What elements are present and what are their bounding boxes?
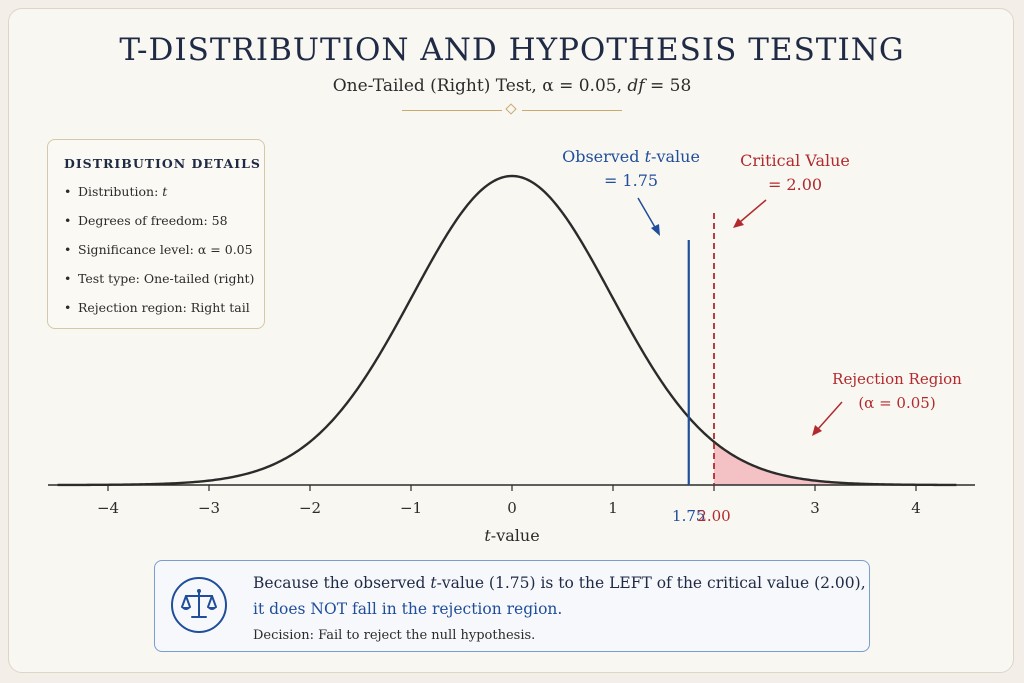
decision-line-2: it does NOT fall in the rejection region… xyxy=(253,600,563,618)
observed-tick-label: 1.75 xyxy=(672,507,705,525)
subtitle-alpha: α = 0.05, xyxy=(542,76,628,96)
critical-arrow-head-icon xyxy=(733,218,744,228)
x-axis-label: t-value xyxy=(484,526,539,545)
details-item-rejection: • Rejection region: Right tail xyxy=(64,293,264,322)
decision-line-1: Because the observed t-value (1.75) is t… xyxy=(253,574,866,592)
bullet-icon: • xyxy=(64,213,72,228)
subtitle-df-value: = 58 xyxy=(644,76,692,96)
critical-label-line2: = 2.00 xyxy=(768,175,822,194)
x-tick-label: −4 xyxy=(97,499,119,517)
observed-label-line1: Observed t-value xyxy=(562,147,700,166)
scales-glyph xyxy=(181,589,217,618)
details-item-distribution: • Distribution: t xyxy=(64,177,264,206)
decision-box: Because the observed t-value (1.75) is t… xyxy=(154,560,870,652)
rejection-label-line2: (α = 0.05) xyxy=(858,394,935,412)
rejection-arrow-head-icon xyxy=(812,425,822,436)
critical-arrow-shaft xyxy=(739,199,767,223)
rejection-arrow-shaft xyxy=(817,401,843,430)
page-title: T-DISTRIBUTION AND HYPOTHESIS TESTING xyxy=(119,32,905,68)
observed-label-line2: = 1.75 xyxy=(604,171,658,190)
observed-arrow-head-icon xyxy=(651,224,660,236)
x-tick-label: 4 xyxy=(911,499,921,517)
x-tick-label: −1 xyxy=(400,499,422,517)
details-item-alpha: • Significance level: α = 0.05 xyxy=(64,235,264,264)
distribution-details-panel: DISTRIBUTION DETAILS • Distribution: t • D… xyxy=(47,139,265,329)
subtitle-test-type: One-Tailed (Right) Test, xyxy=(332,76,543,96)
critical-label-line1: Critical Value xyxy=(740,151,850,170)
bullet-icon: • xyxy=(64,300,72,315)
bullet-icon: • xyxy=(64,242,72,257)
decision-line-3: Decision: Fail to reject the null hypoth… xyxy=(253,628,536,643)
x-tick-label: 3 xyxy=(810,499,820,517)
x-tick-label: 1 xyxy=(608,499,618,517)
scales-of-justice-icon xyxy=(171,577,227,633)
observed-arrow-shaft xyxy=(637,197,657,230)
details-list: • Distribution: t • Degrees of freedom: 58… xyxy=(64,177,264,322)
details-heading: DISTRIBUTION DETAILS xyxy=(64,156,261,171)
bullet-icon: • xyxy=(64,271,72,286)
x-tick-label: 0 xyxy=(507,499,517,517)
density-curve xyxy=(57,174,957,487)
x-tick-label: −2 xyxy=(299,499,321,517)
bullet-icon: • xyxy=(64,184,72,199)
title-divider-left xyxy=(402,110,502,111)
x-tick-label: −3 xyxy=(198,499,220,517)
title-divider-right xyxy=(522,110,622,111)
page-subtitle: One-Tailed (Right) Test, α = 0.05, df = … xyxy=(0,76,1024,96)
rejection-label-line1: Rejection Region xyxy=(832,370,962,388)
subtitle-df-var: df xyxy=(627,76,645,96)
details-item-df: • Degrees of freedom: 58 xyxy=(64,206,264,235)
details-item-test-type: • Test type: One-tailed (right) xyxy=(64,264,264,293)
critical-tick-label: 2.00 xyxy=(697,507,730,525)
